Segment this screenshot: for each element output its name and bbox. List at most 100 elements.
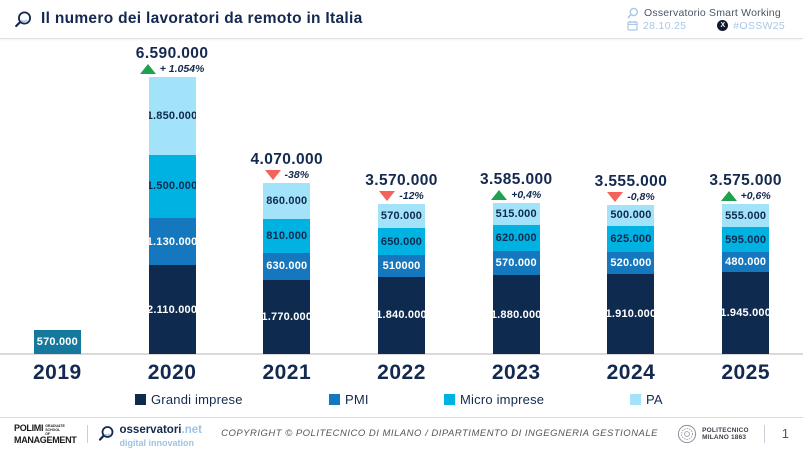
bar-segment-micro-imprese-2024: 625.000 — [607, 225, 655, 252]
legend-item-micro-imprese: Micro imprese — [444, 392, 544, 407]
polimi-logo-line2: MANAGEMENT — [14, 434, 77, 445]
page-number: 1 — [781, 426, 789, 441]
triangle-up-icon — [491, 190, 508, 201]
bar-segment-micro-imprese-2020: 1.500.000 — [148, 154, 196, 218]
change-label: -0,8% — [627, 190, 655, 203]
axis-label-2019: 2019 — [33, 360, 82, 384]
osservatori-name: osservatori — [119, 423, 182, 436]
footer-divider — [86, 424, 88, 443]
bar-segment-pmi-2025: 480.000 — [722, 252, 770, 273]
axis-label-2020: 2020 — [147, 360, 197, 384]
bar-group-2020: 6.590.000 + 1.054% 1.850.000 1.500.000 1.130… — [115, 39, 230, 391]
politecnico-line2: MILANO 1863 — [702, 433, 747, 441]
magnifier-logo-icon — [14, 10, 33, 29]
osservatori-logo: osservatori.net digital innovation — [98, 420, 202, 448]
change-indicator-2023: +0,4% — [491, 188, 541, 202]
bar-segment-pa-2021: 860.000 — [263, 183, 311, 220]
legend-swatch — [329, 394, 340, 405]
chart-legend: Grandi imprese PMI Micro imprese PA — [0, 392, 803, 412]
legend-label: PMI — [345, 392, 369, 407]
legend-item-pa: PA — [630, 392, 663, 407]
header-bar: Il numero dei lavoratori da remoto in It… — [0, 0, 803, 39]
bar-segment-pmi-2021: 630.000 — [263, 253, 311, 280]
bar-segment-pmi-2022: 510000 — [378, 255, 426, 277]
change-label: +0,4% — [511, 189, 542, 202]
bar-segment-grandi-imprese-2024: 1.910.000 — [607, 273, 655, 354]
bar-segment-pa-2022: 570.000 — [378, 204, 426, 229]
legend-swatch — [630, 394, 641, 405]
bar-segment-micro-imprese-2022: 650.000 — [378, 228, 426, 256]
bar-segment-grandi-imprese-2023: 1.880.000 — [492, 275, 540, 354]
change-label: + 1.054% — [159, 63, 205, 76]
legend-item-grandi-imprese: Grandi imprese — [135, 392, 243, 407]
osservatori-tagline: digital innovation — [119, 437, 195, 448]
bar-segment-pmi-2024: 520.000 — [607, 251, 655, 274]
segment-value-label: 520.000 — [610, 256, 652, 269]
segment-value-label: 1.850.000 — [148, 110, 196, 123]
page-title: Il numero dei lavoratori da remoto in It… — [41, 10, 363, 27]
legend-swatch — [444, 394, 455, 405]
bar-segment-pa-2025: 555.000 — [722, 203, 770, 228]
legend-label: Grandi imprese — [151, 392, 243, 407]
bar-group-2022: 3.570.000 -12% 570.000 650.000 510000 1.840.0… — [344, 39, 459, 391]
axis-label-2023: 2023 — [491, 360, 541, 384]
bar-segment-pa-2023: 515.000 — [492, 203, 540, 226]
segment-value-label: 570.000 — [495, 257, 537, 270]
bar-segment-pmi-2020: 1.130.000 — [148, 217, 196, 266]
segment-value-label: 625.000 — [610, 232, 652, 245]
triangle-down-icon — [264, 170, 281, 181]
total-label-2021: 4.070.000 — [250, 151, 324, 169]
change-label: -38% — [284, 169, 310, 182]
bar-stack-2019: 570.000 — [33, 330, 81, 354]
bar-group-2024: 3.555.000 -0,8% 500.000 625.000 520.000 1.910… — [574, 39, 689, 391]
legend-label: PA — [646, 392, 663, 407]
triangle-up-icon — [139, 64, 156, 75]
change-label: +0,6% — [740, 189, 771, 202]
footer-bar: POLIMI GRADUATE SCHOOL OF MANAGEMENT oss… — [0, 417, 803, 449]
bar-stack-2024: 500.000 625.000 520.000 1.910.000 — [607, 204, 655, 354]
bar-segment-grandi-imprese-2020: 2.110.000 — [148, 265, 196, 354]
segment-value-label: 1.840.000 — [378, 309, 426, 322]
segment-value-label: 620.000 — [495, 232, 537, 245]
copyright-text: COPYRIGHT © POLITECNICO DI MILANO / DIPA… — [221, 428, 659, 439]
bar-segment-grandi-imprese-2021: 1.770.000 — [263, 279, 311, 354]
segment-value-label: 810.000 — [266, 230, 308, 243]
magnifier-small-icon — [627, 7, 639, 19]
segment-value-label: 650.000 — [380, 235, 423, 248]
legend-item-pmi: PMI — [329, 392, 369, 407]
hashtag-label: #OSSW25 — [733, 19, 785, 32]
bar-segment-pa-2024: 500.000 — [607, 204, 655, 226]
total-label-2024: 3.555.000 — [594, 172, 668, 190]
politecnico-logo: POLITECNICO MILANO 1863 1 — [677, 424, 789, 444]
bar-segment-pmi-2023: 570.000 — [492, 251, 540, 276]
bar-segment-totale-2019: 570.000 — [33, 330, 81, 354]
segment-value-label: 1.770.000 — [263, 310, 311, 323]
segment-value-label: 570.000 — [36, 336, 78, 349]
segment-value-label: 1.130.000 — [148, 235, 196, 248]
change-indicator-2020: + 1.054% — [139, 62, 205, 76]
segment-value-label: 630.000 — [266, 260, 308, 273]
date-label: 28.10.25 — [643, 19, 687, 32]
axis-label-2022: 2022 — [377, 360, 426, 384]
segment-value-label: 510000 — [382, 260, 421, 273]
header-meta: Osservatorio Smart Working 28.10.25 X #O… — [627, 7, 789, 32]
bar-group-2023: 3.585.000 +0,4% 515.000 620.000 570.000 1.880… — [459, 39, 574, 391]
legend-label: Micro imprese — [460, 392, 545, 407]
date-hashtag-row: 28.10.25 X #OSSW25 — [627, 20, 785, 32]
bar-segment-grandi-imprese-2022: 1.840.000 — [378, 276, 426, 354]
segment-value-label: 500.000 — [610, 209, 652, 222]
legend-swatch — [135, 394, 146, 405]
bar-stack-2021: 860.000 810.000 630.000 1.770.000 — [263, 183, 311, 354]
change-indicator-2021: -38% — [264, 168, 310, 182]
observatory-row: Osservatorio Smart Working — [627, 7, 785, 19]
change-label: -12% — [399, 190, 424, 203]
bar-stack-2020: 1.850.000 1.500.000 1.130.000 2.110.000 — [148, 77, 196, 354]
observatory-name: Osservatorio Smart Working — [644, 6, 781, 19]
politecnico-line1: POLITECNICO — [702, 426, 749, 434]
total-label-2023: 3.585.000 — [479, 171, 553, 189]
triangle-up-icon — [720, 190, 737, 201]
x-axis-line — [0, 353, 803, 355]
bar-group-2025: 3.575.000 +0,6% 555.000 595.000 480.000 1.945… — [688, 39, 803, 391]
bar-segment-grandi-imprese-2025: 1.945.000 — [722, 272, 770, 354]
calendar-icon — [627, 20, 638, 31]
